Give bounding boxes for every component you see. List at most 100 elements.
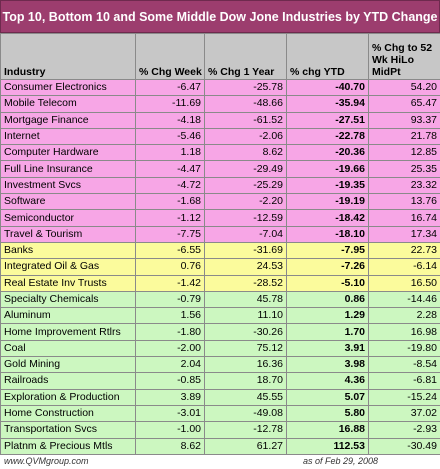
hilo-change-cell: 93.37 (369, 112, 440, 128)
hilo-change-cell: 23.32 (369, 177, 440, 193)
year-change-cell: -25.29 (205, 177, 287, 193)
week-change-cell: -6.47 (136, 80, 205, 96)
footer-date: as of Feb 29, 2008 (303, 456, 378, 466)
week-change-cell: 8.62 (136, 438, 205, 454)
industry-cell: Full Line Insurance (1, 161, 136, 177)
year-change-cell: 18.70 (205, 373, 287, 389)
industry-cell: Investment Svcs (1, 177, 136, 193)
ytd-change-cell: 16.88 (287, 422, 369, 438)
industry-cell: Semiconductor (1, 210, 136, 226)
header-week: % Chg Week (136, 34, 205, 80)
ytd-change-cell: 5.80 (287, 405, 369, 421)
industry-cell: Home Improvement Rtlrs (1, 324, 136, 340)
week-change-cell: -4.47 (136, 161, 205, 177)
hilo-change-cell: 16.74 (369, 210, 440, 226)
year-change-cell: -7.04 (205, 226, 287, 242)
hilo-change-cell: 16.98 (369, 324, 440, 340)
header-row: Industry % Chg Week % Chg 1 Year % chg Y… (1, 34, 440, 80)
ytd-change-cell: -19.66 (287, 161, 369, 177)
ytd-change-cell: 1.70 (287, 324, 369, 340)
week-change-cell: -11.69 (136, 96, 205, 112)
ytd-change-cell: -19.35 (287, 177, 369, 193)
header-hilo: % Chg to 52 Wk HiLo MidPt (369, 34, 440, 80)
hilo-change-cell: 37.02 (369, 405, 440, 421)
hilo-change-cell: 21.78 (369, 128, 440, 144)
ytd-change-cell: 4.36 (287, 373, 369, 389)
year-change-cell: 75.12 (205, 340, 287, 356)
week-change-cell: -4.72 (136, 177, 205, 193)
year-change-cell: 61.27 (205, 438, 287, 454)
hilo-change-cell: 17.34 (369, 226, 440, 242)
hilo-change-cell: 65.47 (369, 96, 440, 112)
ytd-change-cell: -19.19 (287, 194, 369, 210)
year-change-cell: 11.10 (205, 308, 287, 324)
industry-cell: Mobile Telecom (1, 96, 136, 112)
industry-cell: Real Estate Inv Trusts (1, 275, 136, 291)
hilo-change-cell: -19.80 (369, 340, 440, 356)
year-change-cell: -49.08 (205, 405, 287, 421)
hilo-change-cell: 22.73 (369, 242, 440, 258)
week-change-cell: -6.55 (136, 242, 205, 258)
year-change-cell: 16.36 (205, 357, 287, 373)
ytd-change-cell: 5.07 (287, 389, 369, 405)
industry-cell: Travel & Tourism (1, 226, 136, 242)
industry-cell: Transportation Svcs (1, 422, 136, 438)
header-year: % Chg 1 Year (205, 34, 287, 80)
industry-cell: Railroads (1, 373, 136, 389)
week-change-cell: -1.42 (136, 275, 205, 291)
week-change-cell: -4.18 (136, 112, 205, 128)
week-change-cell: -1.12 (136, 210, 205, 226)
hilo-change-cell: -15.24 (369, 389, 440, 405)
ytd-change-cell: -7.26 (287, 259, 369, 275)
industry-cell: Gold Mining (1, 357, 136, 373)
ytd-change-cell: 3.98 (287, 357, 369, 373)
ytd-change-cell: 0.86 (287, 291, 369, 307)
industry-cell: Aluminum (1, 308, 136, 324)
ytd-change-cell: -22.78 (287, 128, 369, 144)
industry-cell: Integrated Oil & Gas (1, 259, 136, 275)
year-change-cell: 45.55 (205, 389, 287, 405)
ytd-change-cell: 3.91 (287, 340, 369, 356)
year-change-cell: 45.78 (205, 291, 287, 307)
hilo-change-cell: 13.76 (369, 194, 440, 210)
week-change-cell: -1.80 (136, 324, 205, 340)
week-change-cell: 1.56 (136, 308, 205, 324)
ytd-change-cell: -7.95 (287, 242, 369, 258)
industry-cell: Banks (1, 242, 136, 258)
ytd-change-cell: -40.70 (287, 80, 369, 96)
year-change-cell: -29.49 (205, 161, 287, 177)
report-container: Top 10, Bottom 10 and Some Middle Dow Jo… (0, 0, 440, 437)
footer-source: www.QVMgroup.com (4, 456, 89, 466)
ytd-change-cell: -20.36 (287, 145, 369, 161)
industry-cell: Exploration & Production (1, 389, 136, 405)
hilo-change-cell: -8.54 (369, 357, 440, 373)
week-change-cell: 3.89 (136, 389, 205, 405)
hilo-change-cell: 16.50 (369, 275, 440, 291)
week-change-cell: -3.01 (136, 405, 205, 421)
hilo-change-cell: 12.85 (369, 145, 440, 161)
year-change-cell: -12.59 (205, 210, 287, 226)
hilo-change-cell: 2.28 (369, 308, 440, 324)
industry-cell: Internet (1, 128, 136, 144)
industry-cell: Consumer Electronics (1, 80, 136, 96)
year-change-cell: -12.78 (205, 422, 287, 438)
week-change-cell: -0.79 (136, 291, 205, 307)
week-change-cell: -1.00 (136, 422, 205, 438)
ytd-change-cell: 112.53 (287, 438, 369, 454)
ytd-change-cell: -27.51 (287, 112, 369, 128)
